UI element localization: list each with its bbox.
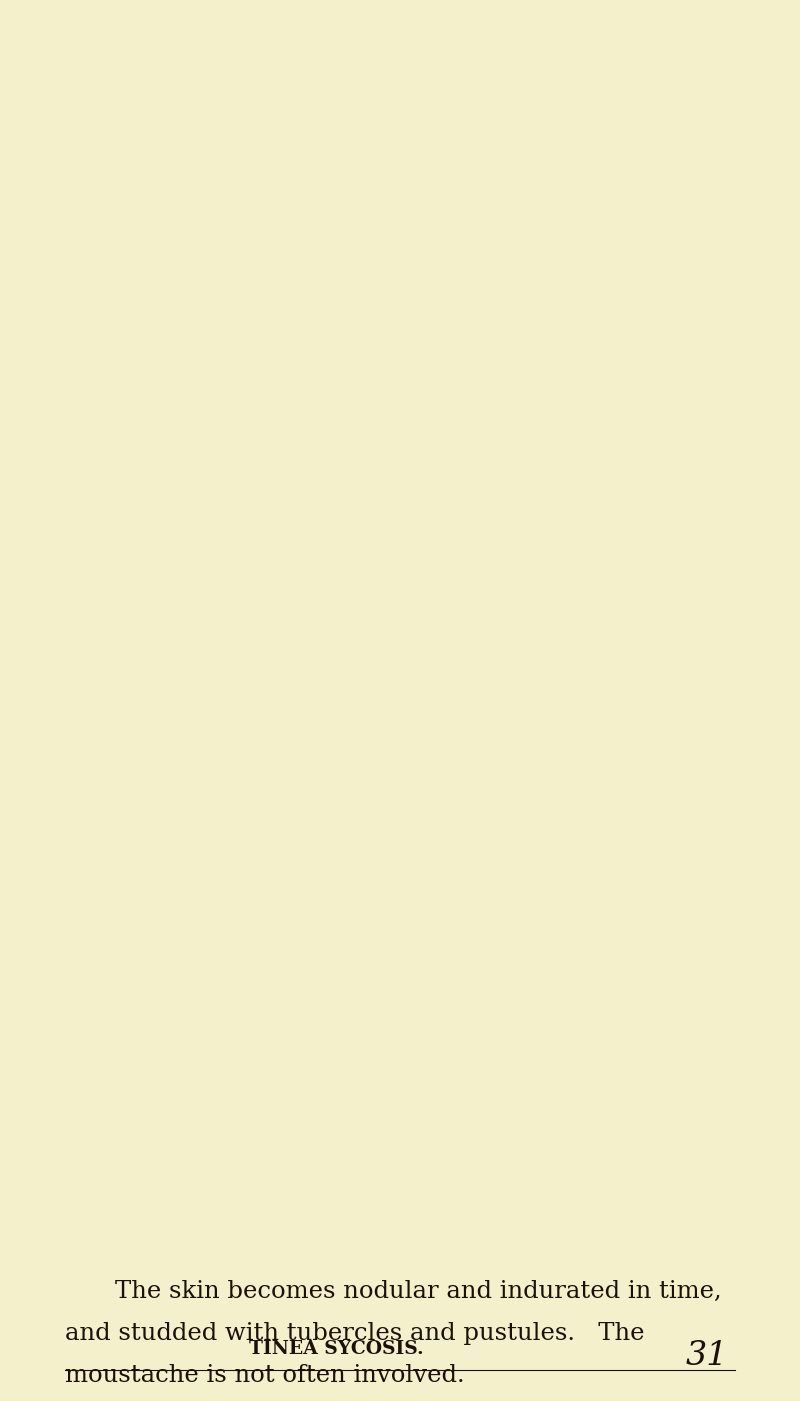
Text: 31: 31 — [686, 1339, 728, 1372]
Text: TINEA SYCOSIS.: TINEA SYCOSIS. — [249, 1339, 423, 1358]
Text: and studded with tubercles and pustules.   The: and studded with tubercles and pustules.… — [65, 1323, 645, 1345]
Text: moustache is not often involved.: moustache is not often involved. — [65, 1365, 465, 1387]
Text: The skin becomes nodular and indurated in time,: The skin becomes nodular and indurated i… — [115, 1281, 722, 1303]
